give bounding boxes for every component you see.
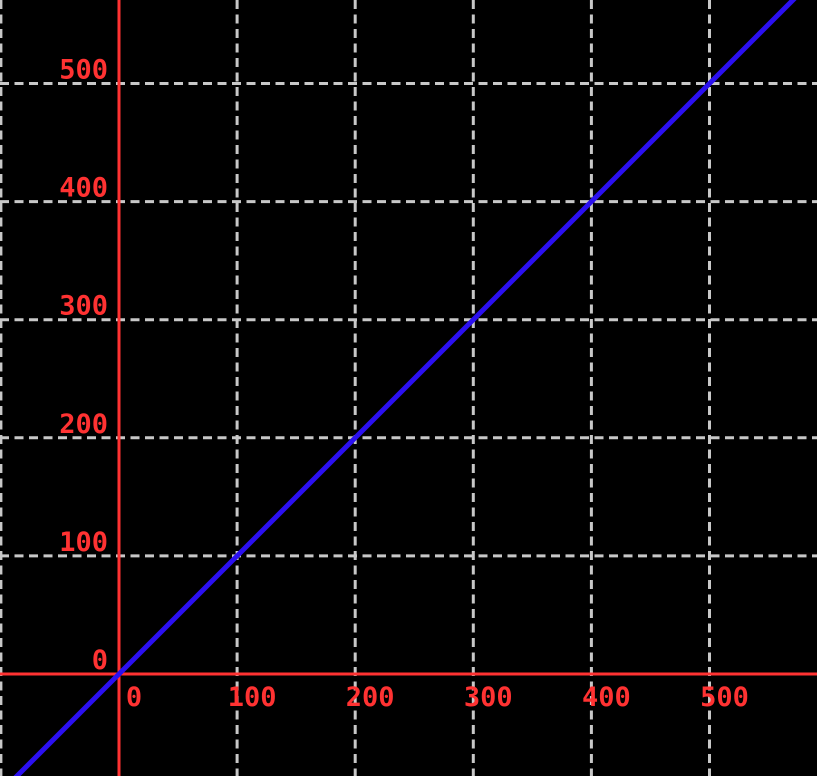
y-tick-label: 400 — [59, 173, 108, 204]
x-tick-label: 200 — [346, 682, 395, 713]
y-tick-label: 100 — [59, 527, 108, 558]
x-tick-label: 500 — [700, 682, 749, 713]
y-tick-label: 200 — [59, 409, 108, 440]
x-tick-label: 0 — [126, 682, 142, 713]
y-tick-label: 500 — [59, 55, 108, 86]
x-tick-label: 400 — [582, 682, 631, 713]
x-tick-label: 300 — [464, 682, 513, 713]
y-tick-label: 300 — [59, 291, 108, 322]
x-tick-label: 100 — [228, 682, 277, 713]
y-tick-label: 0 — [92, 645, 108, 676]
